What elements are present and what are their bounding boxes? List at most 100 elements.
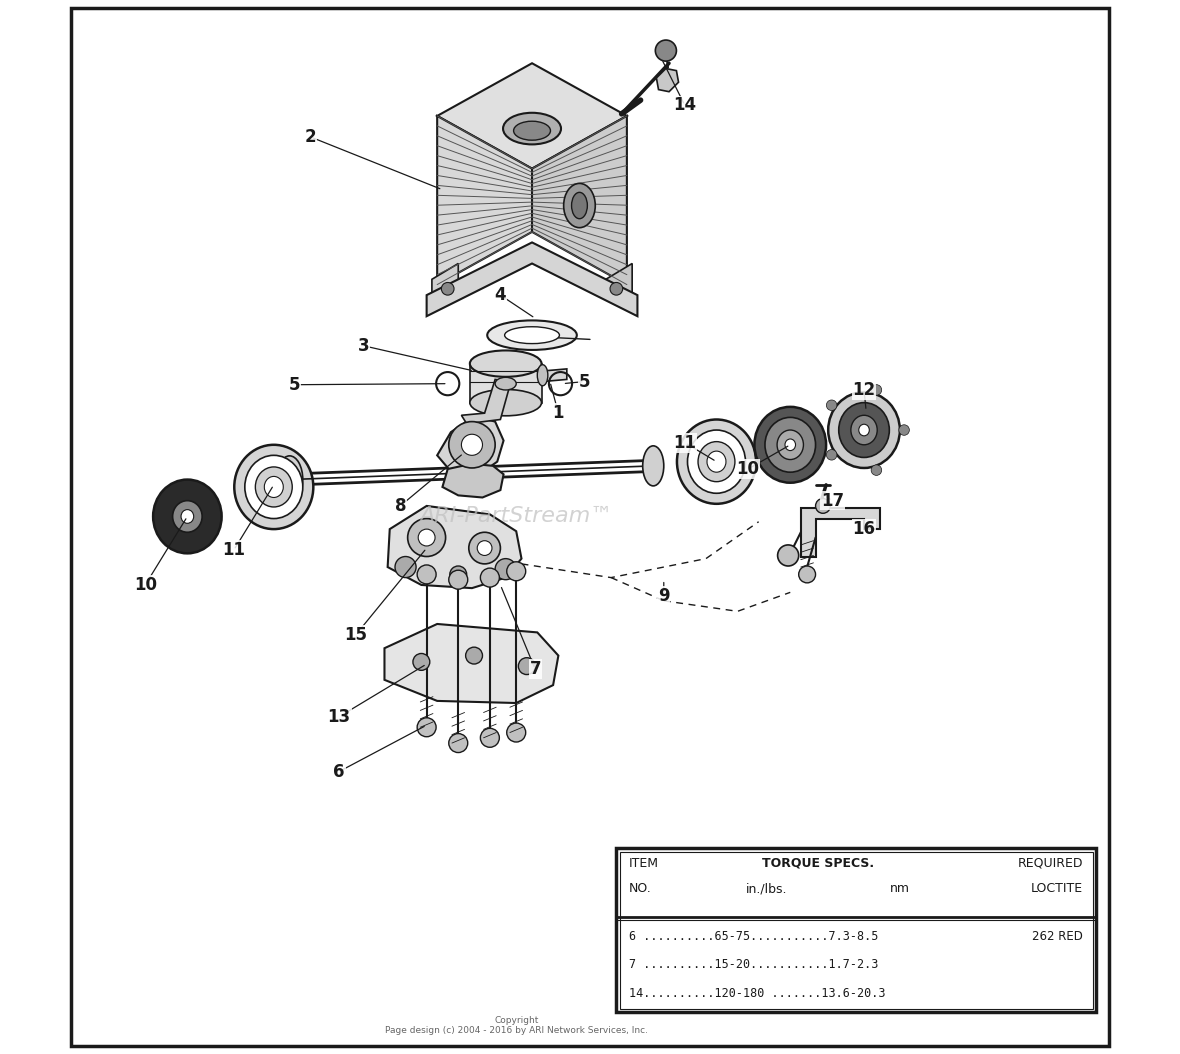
Ellipse shape — [643, 446, 664, 486]
Polygon shape — [543, 369, 566, 382]
Text: 14: 14 — [674, 96, 696, 115]
Circle shape — [418, 718, 437, 737]
Text: 5: 5 — [289, 375, 301, 394]
Ellipse shape — [276, 455, 303, 503]
Ellipse shape — [487, 320, 577, 350]
Ellipse shape — [255, 467, 293, 507]
Polygon shape — [461, 379, 511, 424]
Circle shape — [441, 282, 454, 295]
Ellipse shape — [181, 509, 194, 524]
Polygon shape — [432, 264, 458, 300]
Text: ARI-PartStream™: ARI-PartStream™ — [419, 507, 612, 526]
Text: 2: 2 — [304, 128, 316, 147]
Text: 11: 11 — [674, 433, 696, 452]
Circle shape — [778, 545, 799, 566]
Ellipse shape — [470, 350, 542, 376]
Text: 16: 16 — [852, 520, 876, 539]
Ellipse shape — [264, 476, 283, 497]
FancyBboxPatch shape — [620, 852, 1093, 1009]
Ellipse shape — [537, 365, 548, 386]
Circle shape — [413, 653, 430, 670]
Text: REQUIRED: REQUIRED — [1018, 857, 1083, 870]
Text: LOCTITE: LOCTITE — [1031, 882, 1083, 895]
Circle shape — [871, 465, 881, 475]
Circle shape — [799, 566, 815, 583]
Text: 13: 13 — [328, 707, 350, 726]
Text: 17: 17 — [821, 491, 844, 510]
Circle shape — [448, 734, 467, 753]
Circle shape — [448, 422, 496, 468]
Text: 14..........120-180 .......13.6-20.3: 14..........120-180 .......13.6-20.3 — [629, 988, 885, 1000]
Text: 7 ..........15-20...........1.7-2.3: 7 ..........15-20...........1.7-2.3 — [629, 958, 878, 972]
Polygon shape — [437, 416, 504, 476]
Text: 7: 7 — [530, 660, 540, 679]
Ellipse shape — [677, 419, 756, 504]
Ellipse shape — [707, 451, 726, 472]
Ellipse shape — [785, 438, 795, 451]
Text: ITEM: ITEM — [629, 857, 658, 870]
Circle shape — [610, 282, 623, 295]
Polygon shape — [437, 63, 627, 169]
Ellipse shape — [172, 501, 202, 532]
Ellipse shape — [859, 424, 870, 436]
Polygon shape — [801, 508, 880, 557]
Circle shape — [506, 723, 526, 742]
Circle shape — [815, 499, 831, 513]
Text: Copyright
Page design (c) 2004 - 2016 by ARI Network Services, Inc.: Copyright Page design (c) 2004 - 2016 by… — [385, 1016, 648, 1035]
Circle shape — [480, 728, 499, 747]
Polygon shape — [388, 506, 522, 588]
Circle shape — [506, 562, 526, 581]
Polygon shape — [385, 624, 558, 703]
Ellipse shape — [828, 392, 900, 468]
Text: NO.: NO. — [629, 882, 651, 895]
Circle shape — [496, 559, 516, 580]
Circle shape — [468, 532, 500, 564]
Circle shape — [418, 529, 435, 546]
Text: 1: 1 — [552, 404, 564, 423]
Ellipse shape — [235, 445, 314, 529]
Circle shape — [418, 565, 437, 584]
Ellipse shape — [688, 430, 746, 493]
Circle shape — [655, 40, 676, 61]
Ellipse shape — [564, 183, 595, 228]
Polygon shape — [605, 264, 632, 300]
Polygon shape — [470, 364, 542, 403]
Ellipse shape — [244, 455, 303, 519]
Circle shape — [461, 434, 483, 455]
Text: 4: 4 — [494, 286, 506, 305]
Ellipse shape — [765, 417, 815, 472]
Text: 6 ..........65-75...........7.3-8.5: 6 ..........65-75...........7.3-8.5 — [629, 930, 878, 942]
Ellipse shape — [470, 390, 542, 415]
Circle shape — [466, 647, 483, 664]
Ellipse shape — [571, 192, 588, 218]
Text: 10: 10 — [133, 575, 157, 594]
Ellipse shape — [496, 377, 516, 390]
Ellipse shape — [505, 327, 559, 344]
Ellipse shape — [153, 480, 222, 553]
Circle shape — [480, 568, 499, 587]
Ellipse shape — [699, 442, 735, 482]
Polygon shape — [427, 242, 637, 316]
Text: 262 RED: 262 RED — [1032, 930, 1083, 942]
Circle shape — [826, 450, 837, 461]
Polygon shape — [532, 116, 627, 285]
Text: 11: 11 — [222, 541, 245, 560]
Text: 10: 10 — [736, 460, 760, 479]
Ellipse shape — [851, 415, 877, 445]
Ellipse shape — [513, 121, 551, 140]
Text: 6: 6 — [334, 762, 345, 781]
Circle shape — [826, 399, 837, 410]
Circle shape — [518, 658, 536, 675]
Circle shape — [871, 385, 881, 395]
Text: 12: 12 — [852, 380, 876, 399]
Text: 5: 5 — [579, 372, 590, 391]
Text: 15: 15 — [345, 625, 367, 644]
Text: TORQUE SPECS.: TORQUE SPECS. — [762, 857, 874, 870]
Text: nm: nm — [890, 882, 910, 895]
Circle shape — [477, 541, 492, 555]
Circle shape — [450, 566, 466, 583]
Ellipse shape — [754, 407, 826, 483]
Ellipse shape — [503, 113, 560, 144]
Circle shape — [407, 519, 446, 557]
Circle shape — [395, 557, 417, 578]
